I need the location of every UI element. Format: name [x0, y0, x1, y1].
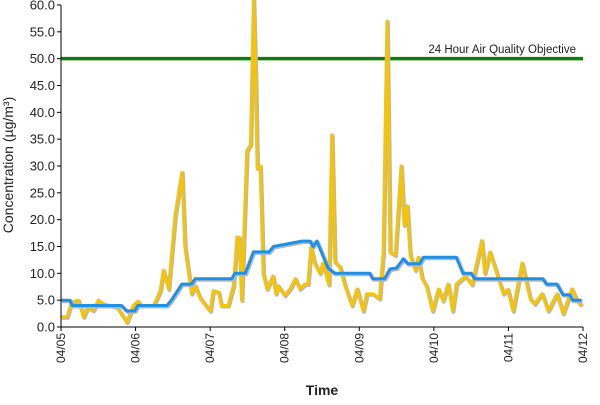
- y-axis-label: Concentration (µg/m³): [0, 97, 16, 233]
- x-tick-label: 04/11: [501, 333, 515, 362]
- running-mean-line: [61, 239, 582, 313]
- x-axis-ticks: 04/05 04/06 04/07 04/08 04/09 04/10 04/11 04/12: [54, 327, 590, 363]
- x-tick-label: 04/08: [278, 333, 292, 363]
- y-tick-label: 20.0: [30, 212, 55, 227]
- y-tick-label: 30.0: [30, 159, 55, 174]
- y-tick-label: 25.0: [30, 185, 55, 200]
- x-tick-label: 04/07: [203, 333, 217, 363]
- x-tick-label: 04/06: [129, 333, 143, 363]
- y-tick-label: 5.0: [37, 293, 55, 308]
- y-tick-label: 60.0: [30, 0, 55, 13]
- x-axis-label: Time: [306, 382, 339, 398]
- x-tick-label: 04/05: [54, 333, 68, 363]
- hourly-concentration-line: [61, 0, 583, 324]
- objective-label: 24 Hour Air Quality Objective: [428, 44, 576, 56]
- x-tick-label: 04/09: [352, 333, 366, 363]
- y-tick-label: 10.0: [30, 266, 55, 281]
- y-tick-label: 45.0: [30, 78, 55, 93]
- y-axis-ticks: 0.0 5.0 10.0 15.0 20.0 25.0 30.0 35.0 40.0 45.0 50…: [30, 0, 61, 335]
- series-group: [61, 0, 584, 326]
- y-tick-label: 55.0: [30, 24, 55, 39]
- y-tick-label: 15.0: [30, 239, 55, 254]
- y-tick-label: 40.0: [30, 105, 55, 120]
- y-tick-label: 50.0: [30, 51, 55, 66]
- y-tick-label: 35.0: [30, 132, 55, 147]
- x-tick-label: 04/10: [427, 333, 441, 363]
- x-tick-label: 04/12: [576, 333, 590, 363]
- y-tick-label: 0.0: [37, 320, 55, 335]
